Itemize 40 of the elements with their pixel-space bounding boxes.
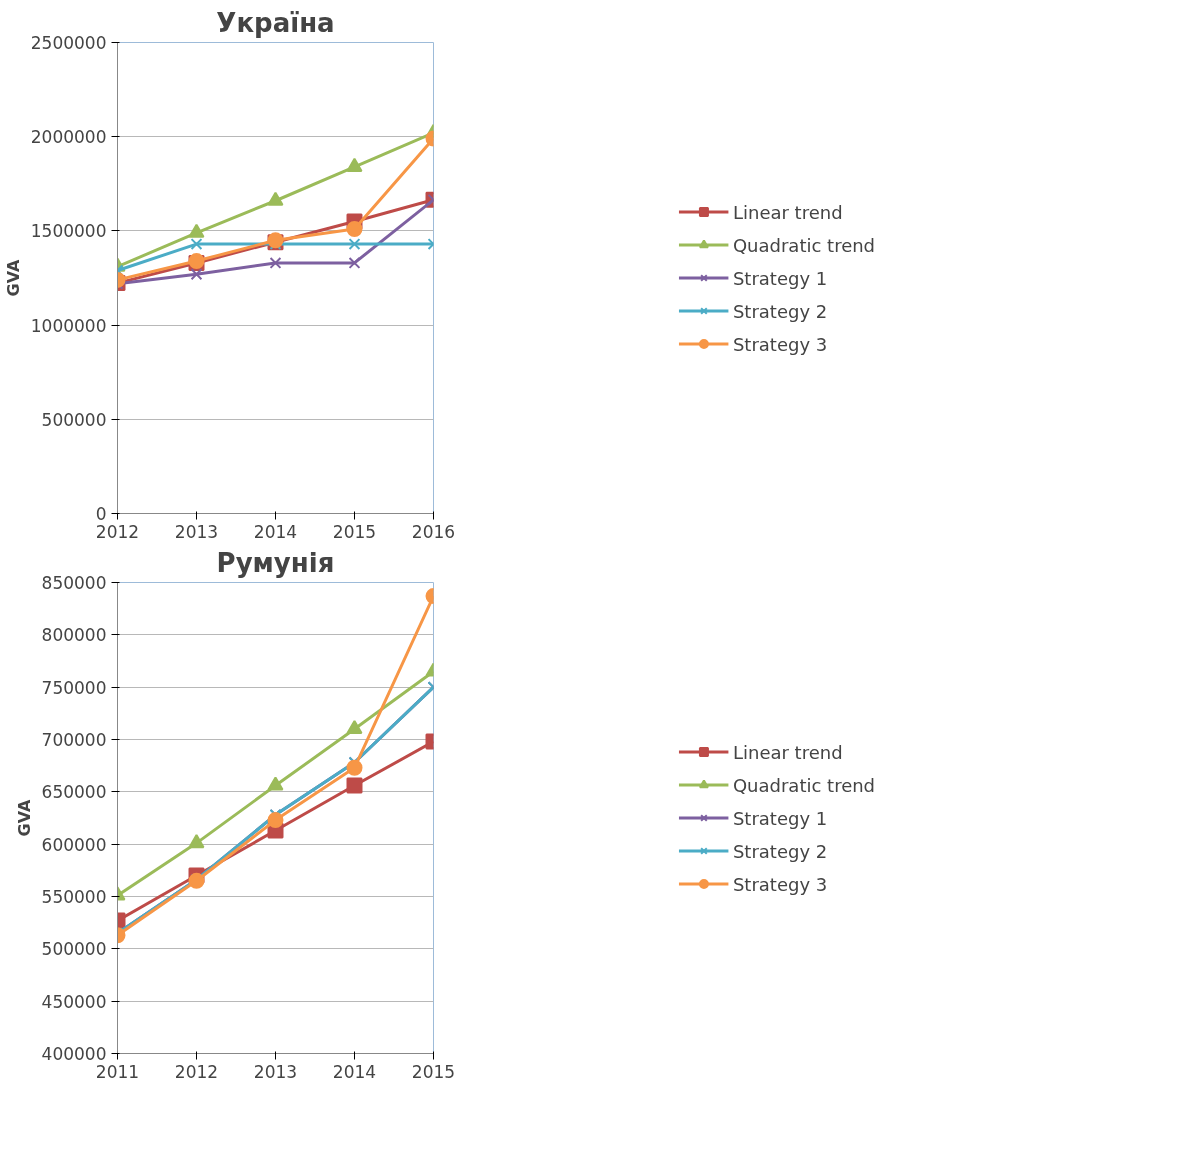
- legend-label: Quadratic trend: [732, 234, 876, 255]
- x-tick-label: 2012: [95, 521, 140, 542]
- legend-label: Strategy 1: [732, 807, 828, 828]
- y-tick-label: 500000: [41, 939, 107, 960]
- y-tick-label: 450000: [41, 991, 107, 1012]
- chart-title: Україна: [216, 7, 335, 38]
- x-tick-label: 2013: [253, 1061, 298, 1082]
- y-tick-label: 650000: [41, 782, 107, 803]
- legend-label: Linear trend: [732, 741, 843, 762]
- chart-title: Румунія: [216, 547, 335, 578]
- legend-label: Linear trend: [732, 201, 843, 222]
- y-tick-label: 600000: [41, 834, 107, 855]
- y-tick-label: 1500000: [30, 221, 107, 242]
- y-tick-label: 2000000: [30, 127, 107, 148]
- x-tick-label: 2011: [95, 1061, 140, 1082]
- legend-label: Strategy 2: [732, 840, 828, 861]
- legend-label: Strategy 2: [732, 300, 828, 321]
- legend-label: Strategy 3: [732, 333, 828, 354]
- y-tick-label: 400000: [41, 1044, 107, 1064]
- legend-label: Strategy 1: [732, 267, 828, 288]
- x-tick-label: 2016: [411, 521, 456, 542]
- y-tick-label: 1000000: [30, 315, 107, 336]
- y-tick-label: 850000: [41, 573, 107, 593]
- x-tick-label: 2015: [332, 521, 377, 542]
- x-tick-label: 2015: [411, 1061, 456, 1082]
- y-axis-title: GVA: [3, 258, 23, 297]
- legend-label: Quadratic trend: [732, 774, 876, 795]
- y-axis-title: GVA: [14, 798, 34, 837]
- y-tick-label: 2500000: [30, 33, 107, 53]
- y-tick-label: 500000: [41, 409, 107, 430]
- x-tick-label: 2014: [332, 1061, 377, 1082]
- y-tick-label: 750000: [41, 677, 107, 698]
- legend-label: Strategy 3: [732, 873, 828, 894]
- y-tick-label: 550000: [41, 887, 107, 907]
- x-tick-label: 2012: [174, 1061, 219, 1082]
- y-tick-label: 700000: [41, 730, 107, 750]
- y-tick-label: 0: [95, 504, 107, 524]
- x-tick-label: 2014: [253, 521, 298, 542]
- y-tick-label: 800000: [41, 625, 107, 646]
- x-tick-label: 2013: [174, 521, 219, 542]
